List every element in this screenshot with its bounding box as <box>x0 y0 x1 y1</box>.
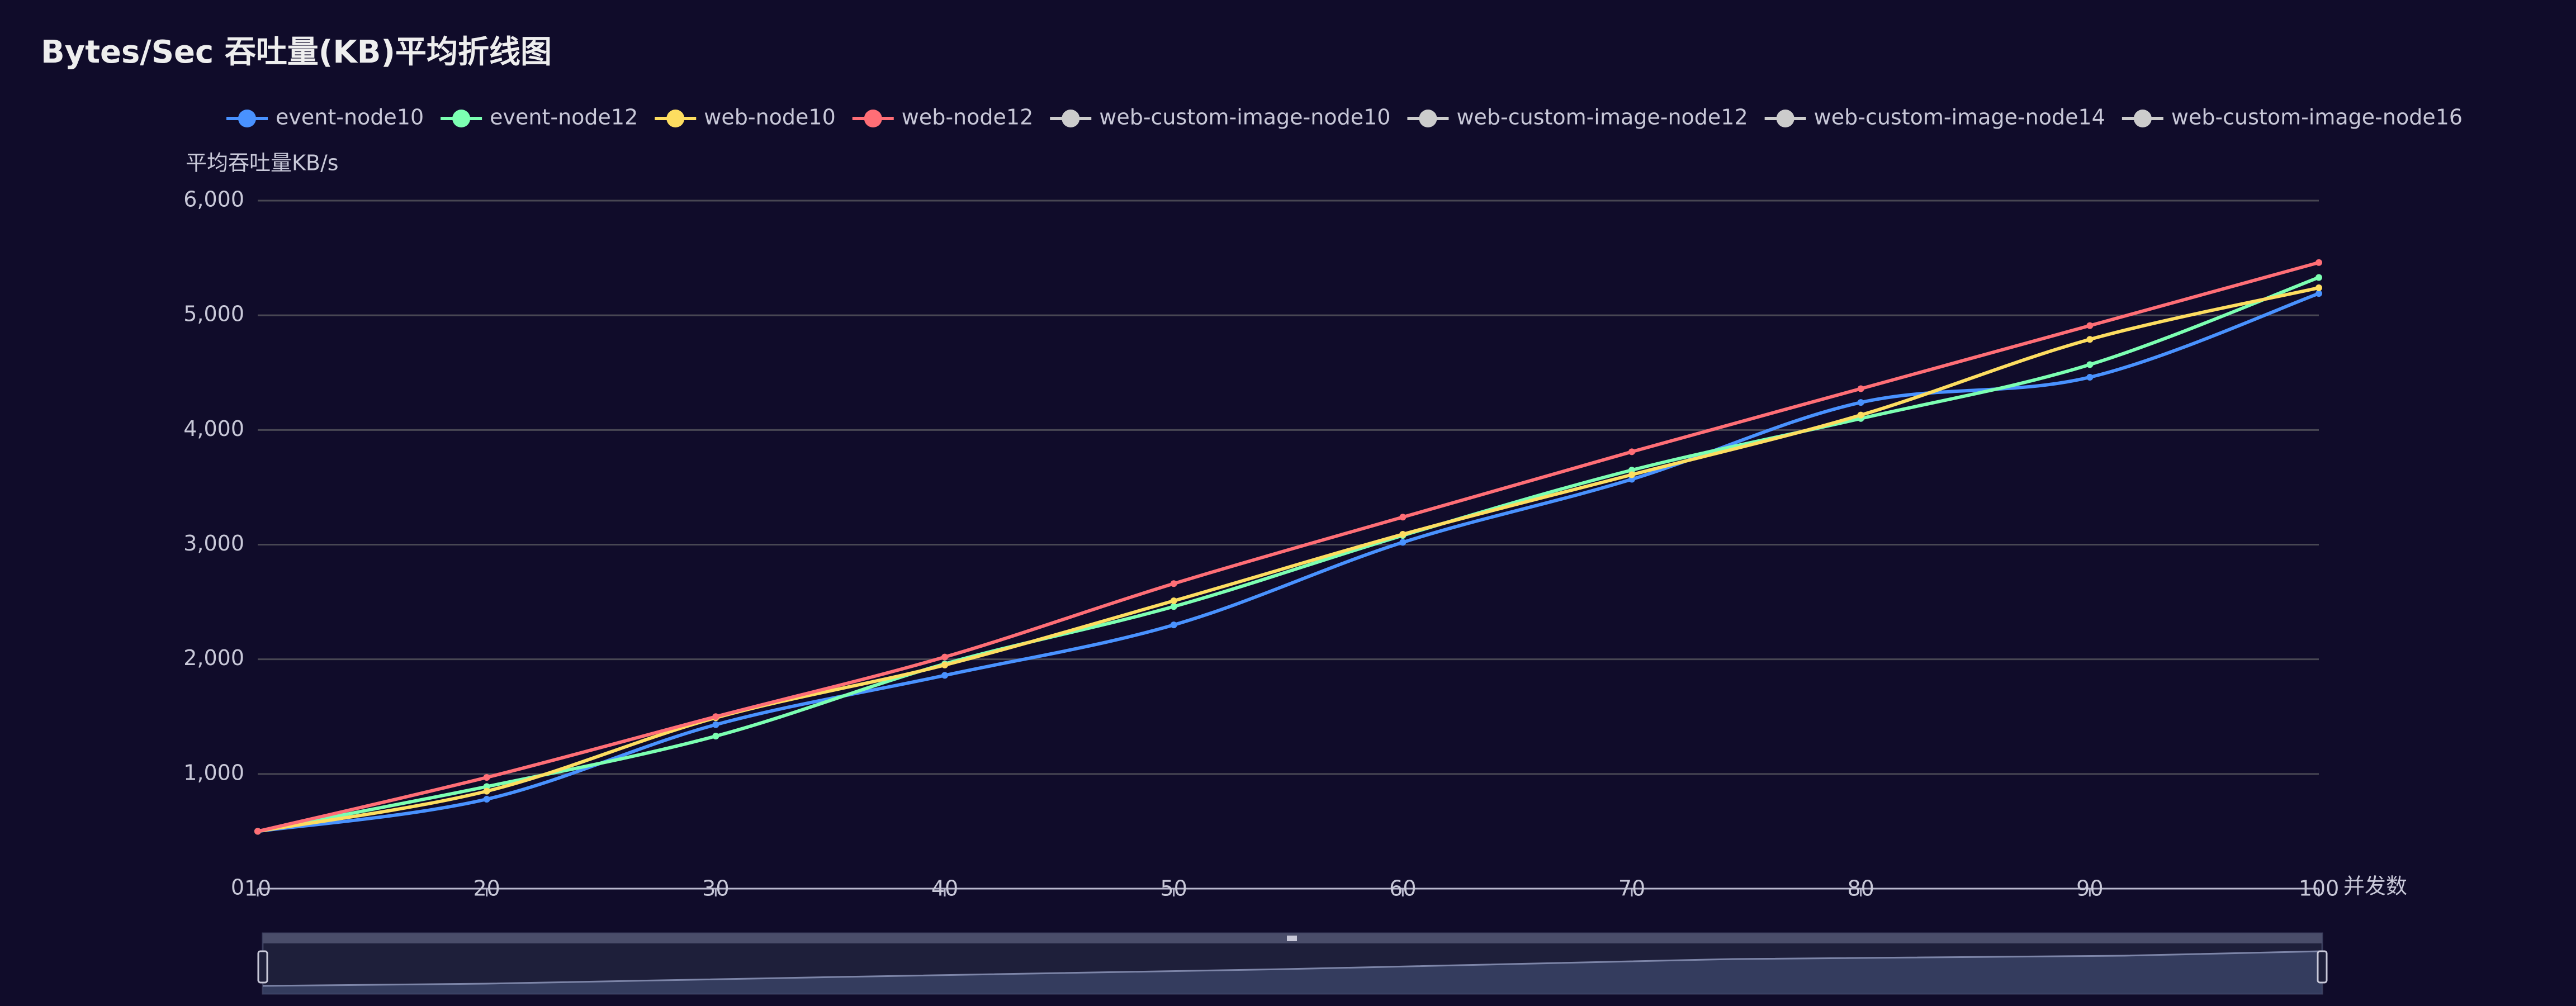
data-point <box>712 721 719 728</box>
x-tick-label: 40 <box>931 876 958 901</box>
y-tick-label: 5,000 <box>183 302 244 326</box>
legend-item[interactable]: web-custom-image-node16 <box>2122 105 2463 130</box>
legend-label: web-custom-image-node12 <box>1456 105 1748 130</box>
data-point <box>1399 539 1407 546</box>
x-tick-label: 90 <box>2076 876 2103 901</box>
data-point <box>483 774 490 781</box>
x-tick-label: 10 <box>244 876 271 901</box>
data-point <box>2315 284 2322 291</box>
legend-label: web-node10 <box>704 105 835 130</box>
data-point <box>712 733 719 740</box>
data-point <box>2086 322 2094 329</box>
data-point <box>1399 531 1407 538</box>
data-point <box>2315 274 2322 281</box>
x-tick-label: 50 <box>1160 876 1187 901</box>
series <box>254 290 2322 835</box>
data-point <box>2086 336 2094 343</box>
legend-label: web-custom-image-node16 <box>2171 105 2463 130</box>
data-point <box>2086 373 2094 381</box>
legend-icon <box>864 110 882 127</box>
legend-item[interactable]: web-custom-image-node12 <box>1407 105 1748 130</box>
data-point <box>254 828 261 835</box>
legend-icon <box>666 110 685 127</box>
data-point <box>941 661 948 668</box>
legend-item[interactable]: event-node10 <box>226 105 424 130</box>
legend-label: web-custom-image-node10 <box>1099 105 1390 130</box>
legend-item[interactable]: web-custom-image-node14 <box>1764 105 2105 130</box>
data-point <box>483 795 490 803</box>
series-line <box>257 292 2320 833</box>
legend-label: web-custom-image-node14 <box>1814 105 2105 130</box>
data-point <box>1857 411 1864 419</box>
x-tick-label: 100 <box>2299 876 2340 901</box>
data-point <box>941 672 948 679</box>
chart-title: Bytes/Sec 吞吐量(KB)平均折线图 <box>41 34 552 70</box>
legend-icon <box>238 110 256 127</box>
series <box>254 284 2322 835</box>
data-zoom[interactable] <box>257 932 2328 995</box>
x-tick-label: 70 <box>1618 876 1645 901</box>
legend-icon <box>1776 110 1794 127</box>
data-point <box>483 787 490 795</box>
zoom-handle-right[interactable] <box>2317 950 2328 984</box>
series <box>254 259 2322 835</box>
y-axis-title: 平均吞吐量KB/s <box>186 151 339 175</box>
legend-icon <box>452 110 471 127</box>
data-point <box>1628 471 1635 478</box>
series-line <box>257 260 2319 833</box>
y-tick-label: 6,000 <box>183 187 244 212</box>
series-line <box>257 286 2319 833</box>
zoom-grip <box>1287 936 1297 941</box>
y-tick-label: 1,000 <box>183 760 244 785</box>
x-axis-title: 并发数 <box>2343 874 2407 899</box>
data-point <box>1170 580 1177 587</box>
data-point <box>1628 448 1635 455</box>
legend-icon <box>2133 110 2152 127</box>
legend-label: event-node10 <box>276 105 424 130</box>
data-point <box>1170 597 1177 605</box>
data-point <box>1628 476 1635 483</box>
data-point <box>1170 621 1177 629</box>
zoom-shadow <box>263 951 2322 994</box>
zoom-handle-left[interactable] <box>257 950 268 984</box>
data-point <box>483 783 490 790</box>
data-point <box>712 713 719 720</box>
data-point <box>1857 399 1864 406</box>
y-tick-label: 0 <box>231 875 244 900</box>
zoom-shadow-line <box>262 950 2323 987</box>
data-point <box>1170 603 1177 610</box>
legend-item[interactable]: web-node12 <box>852 105 1033 130</box>
legend-item[interactable]: event-node12 <box>441 105 638 130</box>
legend-icon <box>1062 110 1080 127</box>
data-point <box>2315 259 2322 266</box>
x-tick-label: 60 <box>1389 876 1416 901</box>
series <box>254 274 2322 835</box>
legend-item[interactable]: web-node10 <box>655 105 836 130</box>
legend-label: web-node12 <box>902 105 1033 130</box>
y-tick-label: 2,000 <box>183 646 244 670</box>
series-line <box>257 276 2320 833</box>
y-tick-label: 3,000 <box>183 531 244 556</box>
y-tick-label: 4,000 <box>183 416 244 441</box>
x-tick-label: 30 <box>702 876 729 901</box>
data-point <box>941 653 948 661</box>
data-point <box>1399 514 1407 521</box>
data-point <box>1857 385 1864 392</box>
legend-label: event-node12 <box>490 105 638 130</box>
data-point <box>1628 467 1635 474</box>
data-point <box>2086 361 2094 368</box>
x-tick-label: 20 <box>473 876 500 901</box>
data-point <box>2315 290 2322 297</box>
legend-icon <box>1419 110 1437 127</box>
legend-item[interactable]: web-custom-image-node10 <box>1050 105 1390 130</box>
x-tick-label: 80 <box>1847 876 1874 901</box>
